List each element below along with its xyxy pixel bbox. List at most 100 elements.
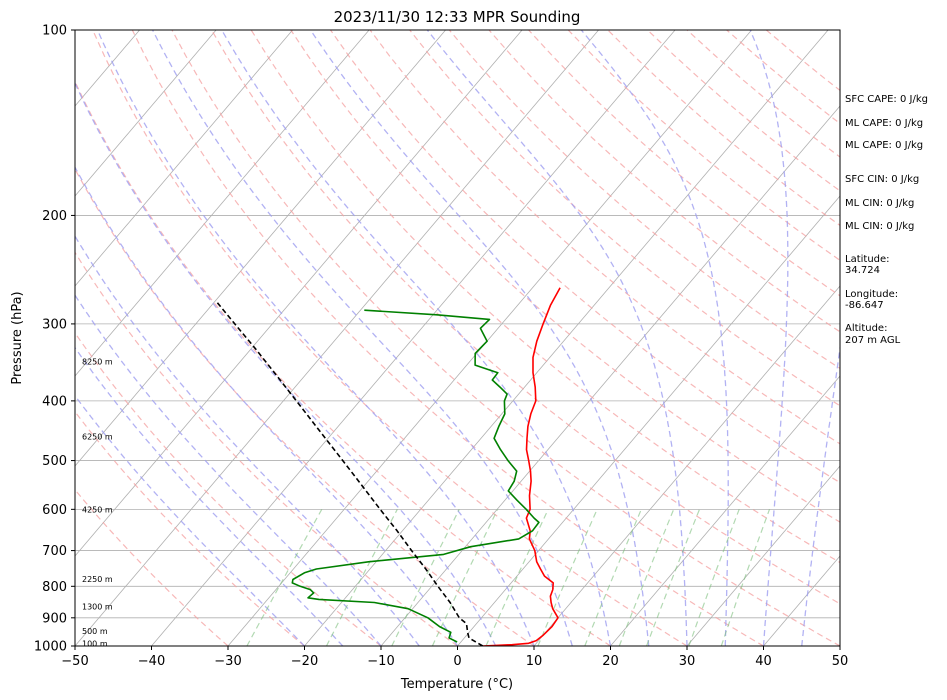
isotherm-line	[457, 195, 840, 646]
y-tick-label: 400	[42, 394, 67, 409]
y-tick-label: 600	[42, 503, 67, 518]
moist-adiabat	[801, 343, 840, 646]
moist-adiabat	[96, 30, 535, 646]
y-tick-label: 200	[42, 209, 67, 224]
moist-adiabat	[580, 30, 729, 646]
dry-adiabat	[290, 30, 840, 523]
x-tick-label: −50	[61, 654, 88, 669]
mixing-ratio-line	[325, 509, 398, 646]
x-tick-label: 10	[526, 654, 543, 669]
mixing-ratio-line	[391, 509, 460, 646]
x-tick-label: 50	[832, 654, 849, 669]
height-label: 500 m	[82, 627, 108, 636]
height-label: 100 m	[82, 639, 108, 648]
isotherm-line	[686, 465, 840, 646]
isotherm-line	[75, 30, 599, 646]
sounding-parameter-text: 34.724	[845, 265, 880, 276]
isotherm-line	[380, 105, 840, 646]
y-tick-label: 800	[42, 580, 67, 595]
moist-adiabat	[749, 30, 789, 646]
moist-adiabat	[152, 30, 573, 646]
height-label: 4250 m	[82, 505, 113, 514]
dry-adiabat	[75, 488, 229, 646]
isotherm-line	[610, 375, 840, 646]
dry-adiabat	[75, 410, 305, 646]
chart-title: 2023/11/30 12:33 MPR Sounding	[334, 8, 581, 26]
isotherm-line	[75, 30, 446, 467]
moist-adiabat	[75, 294, 382, 646]
isotherm-line	[75, 30, 370, 377]
dry-adiabat	[369, 30, 840, 445]
x-tick-label: −10	[367, 654, 394, 669]
y-tick-label: 900	[42, 611, 67, 626]
x-tick-label: 30	[679, 654, 696, 669]
isotherm-line	[227, 30, 752, 646]
mixing-ratio-line	[584, 509, 642, 646]
reference-lines	[75, 30, 840, 646]
dry-adiabat	[75, 251, 458, 646]
mixing-ratio-line	[618, 509, 675, 646]
sounding-parameter-text: Longitude:	[845, 289, 898, 300]
y-tick-label: 300	[42, 317, 67, 332]
dry-adiabat	[92, 30, 688, 646]
isotherm-line	[75, 30, 293, 287]
data-series	[214, 287, 561, 646]
moist-adiabat	[309, 30, 650, 646]
dry-adiabat	[75, 331, 382, 646]
y-tick-label: 100	[42, 24, 67, 39]
sounding-parameter-text: SFC CAPE: 0 J/kg	[845, 94, 928, 105]
mixing-ratio-line	[646, 509, 701, 646]
y-tick-label: 500	[42, 454, 67, 469]
sounding-parameter-text: -86.647	[845, 300, 884, 311]
sounding-parameter-text: 207 m AGL	[845, 335, 901, 346]
sounding-parameter-text: Latitude:	[845, 254, 890, 265]
y-tick-label: 1000	[34, 640, 67, 655]
mixing-ratio-line	[246, 509, 323, 646]
mixing-ratio-line	[720, 509, 771, 646]
isotherm-line	[533, 285, 840, 646]
isotherm-line	[75, 30, 217, 197]
sounding-parameter-text: ML CIN: 0 J/kg	[845, 221, 914, 232]
dry-adiabat	[75, 167, 535, 646]
height-label: 1300 m	[82, 602, 113, 611]
moist-adiabat	[75, 346, 344, 646]
height-label: 6250 m	[82, 433, 113, 442]
sounding-parameter-text: SFC CIN: 0 J/kg	[845, 174, 919, 185]
height-labels: 100 m 500 m 1300 m 2250 m 4250 m 6250 m 8250 m	[82, 357, 113, 648]
x-tick-label: 20	[602, 654, 619, 669]
dry-adiabat	[409, 30, 840, 407]
mixing-ratio-line	[537, 509, 598, 646]
mixing-ratio-line	[485, 509, 549, 646]
sounding-parameter-text: ML CIN: 0 J/kg	[845, 198, 914, 209]
x-tick-label: −40	[138, 654, 165, 669]
moist-adiabat	[75, 165, 459, 646]
temperature-profile-line	[482, 287, 561, 646]
height-label: 8250 m	[82, 357, 113, 366]
y-axis-label: Pressure (hPa)	[10, 291, 25, 384]
sounding-parameter-text: ML CAPE: 0 J/kg	[845, 118, 923, 129]
dry-adiabat	[131, 30, 764, 646]
dry-adiabat	[528, 30, 840, 297]
dry-adiabat	[250, 30, 840, 564]
isotherm-line	[304, 30, 829, 646]
sounding-parameter-text: Altitude:	[845, 323, 887, 334]
isotherm-line	[151, 30, 676, 646]
dry-adiabat	[330, 30, 840, 484]
parcel-path-line	[214, 300, 484, 646]
dewpoint-profile-line	[291, 309, 540, 643]
mixing-ratio-line	[688, 509, 740, 646]
sounding-parameters: SFC CAPE: 0 J/kg ML CAPE: 0 J/kg ML CAPE: …	[845, 94, 928, 346]
x-tick-label: −30	[214, 654, 241, 669]
moist-adiabat	[221, 30, 612, 646]
x-tick-label: −20	[291, 654, 318, 669]
x-axis-label: Temperature (°C)	[400, 677, 513, 692]
sounding-parameter-text: ML CAPE: 0 J/kg	[845, 140, 923, 151]
moist-adiabat	[75, 81, 497, 646]
moist-adiabat	[75, 394, 305, 646]
isotherm-line	[75, 30, 523, 557]
moist-adiabat	[426, 30, 688, 646]
height-label: 2250 m	[82, 575, 113, 584]
